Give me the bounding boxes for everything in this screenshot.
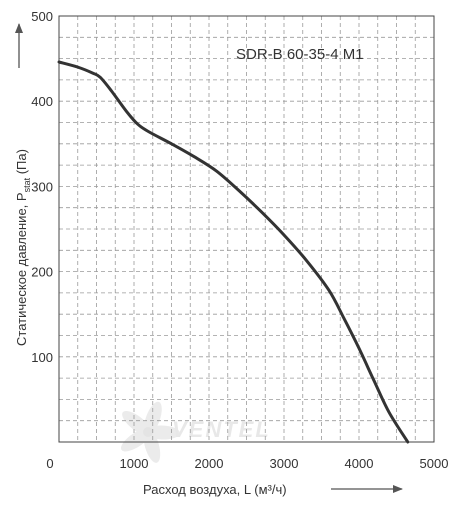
x-tick-label: 5000: [420, 456, 449, 471]
plot-frame: [58, 15, 435, 443]
tick-labels: 0 1000 2000 3000 4000 5000 100 200 300 400 500: [31, 9, 448, 471]
x-axis-label: Расход воздуха, L (м³/ч): [143, 482, 287, 497]
grid: [59, 16, 434, 442]
x-tick-label: 0: [46, 456, 53, 471]
x-tick-label: 3000: [270, 456, 299, 471]
y-axis-label: Статическое давление, Pstat (Па): [14, 149, 32, 346]
ventel-watermark: VENTEL: [120, 401, 271, 463]
y-axis-label-sub: stat: [22, 177, 32, 192]
y-tick-label: 300: [31, 179, 53, 194]
y-tick-label: 200: [31, 265, 53, 280]
y-tick-label: 100: [31, 350, 53, 365]
x-tick-label: 4000: [345, 456, 374, 471]
watermark-brand: VENTEL: [172, 417, 271, 442]
pressure-curve: [57, 60, 410, 444]
y-tick-label: 500: [31, 9, 53, 24]
fan-logo-icon: [120, 401, 180, 463]
x-tick-label: 2000: [195, 456, 224, 471]
x-tick-label: 1000: [120, 456, 149, 471]
y-tick-label: 400: [31, 94, 53, 109]
chart-title: SDR-B 60-35-4 M1: [236, 46, 364, 63]
y-axis-label-main: Статическое давление, P: [14, 192, 29, 346]
y-axis-label-unit: (Па): [14, 149, 29, 178]
